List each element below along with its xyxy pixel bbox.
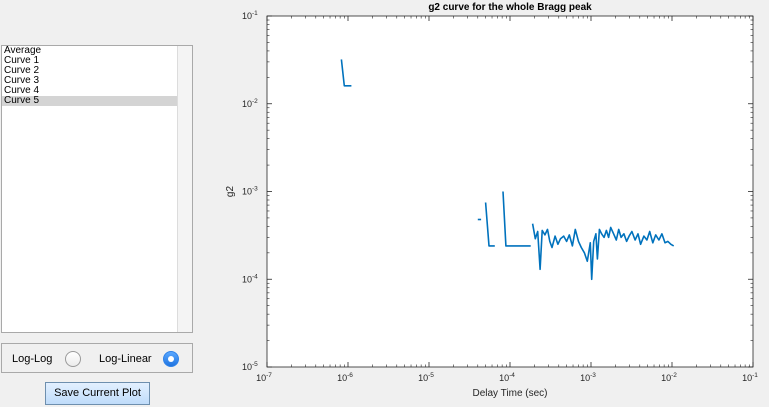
y-tick-label: 10-3 — [242, 186, 258, 197]
plot-area — [266, 15, 754, 368]
curve-list-item[interactable]: Average — [4, 45, 42, 56]
y-tick-label: 10-5 — [242, 361, 258, 372]
g2-series-line — [340, 59, 352, 87]
x-tick-label: 10-4 — [499, 372, 515, 383]
curve-list-item[interactable]: Curve 3 — [4, 75, 40, 86]
curve-list-item[interactable]: Curve 2 — [4, 65, 40, 76]
y-axis-label: g2 — [225, 186, 236, 198]
y-tick-label: 10-4 — [242, 273, 258, 284]
x-tick-label: 10-2 — [661, 372, 677, 383]
x-tick-label: 10-3 — [580, 372, 596, 383]
log-linear-label: Log-Linear — [99, 353, 152, 365]
curve-list[interactable]: Average Curve 1 Curve 2 Curve 3 Curve 4 Curve… — [1, 45, 193, 333]
plot-mode-panel: Log-Log Log-Linear — [1, 343, 193, 373]
x-tick-label: 10-6 — [337, 372, 353, 383]
log-log-label: Log-Log — [12, 353, 53, 365]
x-tick-label: 10-5 — [418, 372, 434, 383]
curve-list-item[interactable]: Curve 4 — [4, 85, 40, 96]
g2-series-line — [531, 223, 675, 281]
list-scrollbar[interactable] — [177, 46, 192, 332]
save-current-plot-button[interactable]: Save Current Plot — [45, 382, 150, 405]
curve-list-item[interactable]: Curve 1 — [4, 55, 40, 66]
x-axis-label: Delay Time (sec) — [472, 388, 547, 399]
x-tick-label: 10-7 — [256, 372, 272, 383]
x-tick-label: 10-1 — [742, 372, 758, 383]
log-log-radio[interactable] — [65, 351, 81, 367]
g2-series-line — [502, 191, 531, 247]
curve-list-items: Average Curve 1 Curve 2 Curve 3 Curve 4 Curve… — [2, 46, 178, 106]
chart-title: g2 curve for the whole Bragg peak — [428, 2, 592, 13]
curve-list-item[interactable]: Curve 5 — [2, 96, 178, 106]
g2-chart-svg: 10-7 10-6 10-5 10-4 10-3 10-2 10-1 10-5 10-4 10-3… — [225, 2, 758, 399]
g2-series-line — [484, 202, 495, 247]
y-tick-label: 10-2 — [242, 98, 258, 109]
g2-plot: 10-7 10-6 10-5 10-4 10-3 10-2 10-1 10-5 10-4 10-3… — [215, 0, 769, 407]
y-tick-label: 10-1 — [242, 10, 258, 21]
log-linear-radio[interactable] — [163, 351, 179, 367]
